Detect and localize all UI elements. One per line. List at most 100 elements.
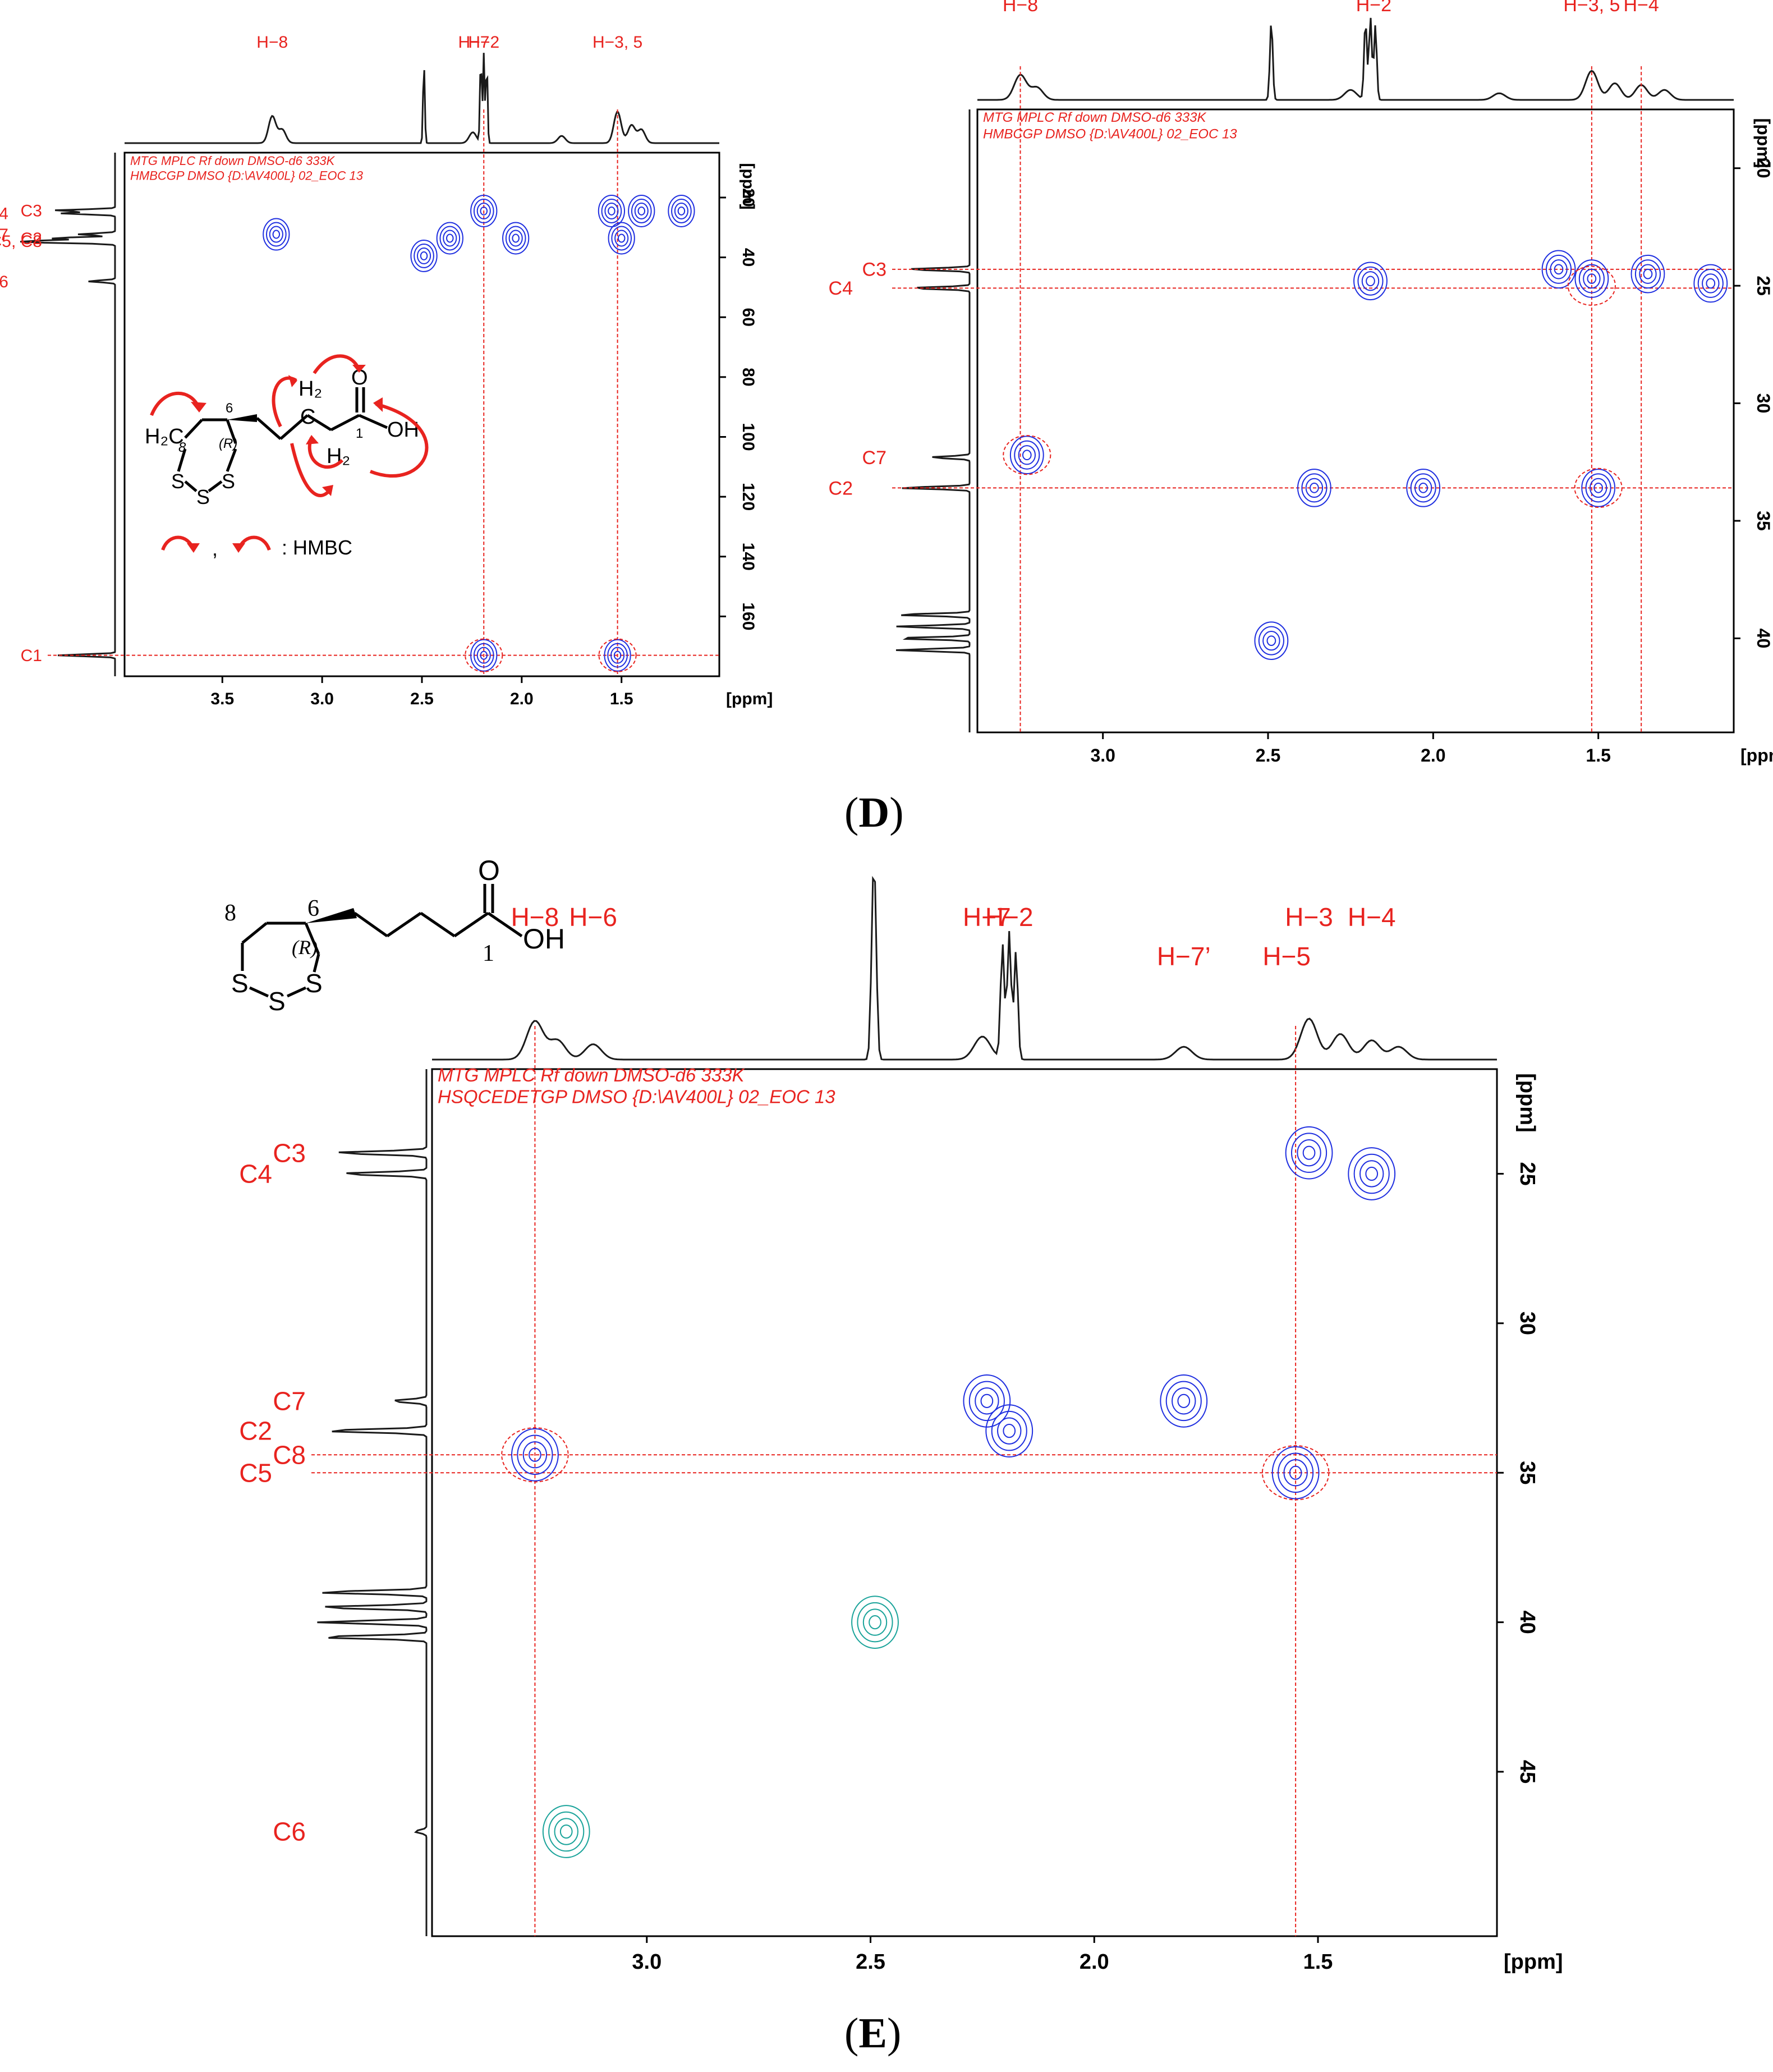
cross-peak bbox=[1009, 436, 1044, 475]
cross-peak bbox=[470, 194, 498, 227]
carbon-label: C4 bbox=[0, 205, 8, 223]
y-tick-label: 40 bbox=[1753, 629, 1773, 649]
contour bbox=[1361, 271, 1380, 291]
y-tick-label: 25 bbox=[1515, 1162, 1539, 1185]
cross-peak bbox=[963, 1374, 1011, 1428]
contour bbox=[677, 206, 686, 216]
struct-c: C bbox=[300, 405, 315, 429]
x-tick-label: 3.5 bbox=[210, 690, 234, 708]
experiment-header: HSQCEDETGP DMSO {D:\AV400L} 02_EOC 13 bbox=[438, 1087, 835, 1107]
y-tick-label: 160 bbox=[739, 602, 757, 630]
proton-label: H−8 bbox=[256, 33, 288, 52]
contour bbox=[436, 222, 463, 255]
contour bbox=[480, 650, 488, 660]
contour bbox=[1366, 276, 1375, 287]
struct-e-s2: S bbox=[268, 987, 286, 1016]
proton-label: H−4 bbox=[1624, 0, 1659, 16]
contour bbox=[1406, 469, 1441, 507]
x-axis-label: [ppm] bbox=[726, 690, 773, 708]
carbon-label: C1 bbox=[21, 647, 42, 665]
plot-frame bbox=[976, 108, 1735, 734]
contour bbox=[851, 1596, 899, 1649]
cross-peak bbox=[628, 194, 655, 227]
carbon-label: C7 bbox=[0, 226, 8, 244]
experiment-header: MTG MPLC Rf down DMSO-d6 333K bbox=[983, 110, 1206, 125]
contour bbox=[611, 226, 632, 251]
struct-label-r: (R) bbox=[219, 436, 237, 451]
cross-peak bbox=[1630, 254, 1665, 294]
contour bbox=[1418, 483, 1428, 493]
highlight-circle bbox=[1261, 1445, 1330, 1501]
proton-label: H−4 bbox=[1348, 902, 1396, 932]
carbon-label: C4 bbox=[829, 278, 853, 299]
struct-e-o: O bbox=[478, 855, 500, 886]
contour bbox=[1578, 264, 1605, 294]
cross-peak bbox=[410, 239, 438, 272]
x-tick-label: 2.5 bbox=[410, 690, 434, 708]
cross-peak bbox=[502, 222, 530, 255]
struct-s2: S bbox=[196, 485, 210, 508]
contour bbox=[604, 202, 619, 219]
contour bbox=[997, 1417, 1022, 1445]
x-tick-label: 1.5 bbox=[610, 690, 633, 708]
contour bbox=[522, 1441, 548, 1469]
contour bbox=[512, 233, 520, 243]
contour bbox=[608, 206, 616, 216]
carbon-label: C5 bbox=[239, 1458, 272, 1487]
carbon-label: C6 bbox=[0, 273, 8, 291]
carbon-spectrum bbox=[317, 1069, 428, 1936]
highlight-circle bbox=[501, 1427, 569, 1483]
contour bbox=[554, 1818, 578, 1845]
contour bbox=[1172, 1387, 1196, 1415]
contour bbox=[473, 643, 494, 668]
y-tick-label: 30 bbox=[1515, 1312, 1539, 1335]
x-tick-label: 3.0 bbox=[310, 690, 334, 708]
contour bbox=[1022, 450, 1032, 461]
struct-e-s1: S bbox=[231, 969, 249, 998]
struct-e-1: 1 bbox=[483, 941, 494, 966]
struct-s1: S bbox=[171, 470, 185, 493]
contour bbox=[511, 1428, 559, 1482]
cross-peak bbox=[263, 218, 290, 251]
contour bbox=[269, 226, 283, 243]
contour bbox=[631, 198, 652, 223]
contour bbox=[1643, 268, 1653, 279]
y-tick-label: 25 bbox=[1753, 276, 1773, 296]
proton-label: H−8 bbox=[511, 902, 559, 932]
contour bbox=[1634, 259, 1661, 289]
contour bbox=[470, 194, 498, 227]
experiment-header: MTG MPLC Rf down DMSO-d6 333K bbox=[130, 154, 336, 168]
carbon-label: C2 bbox=[829, 478, 853, 499]
carbon-label: C2 bbox=[239, 1417, 272, 1446]
y-tick-label: 140 bbox=[739, 543, 757, 571]
highlight-circle bbox=[598, 638, 637, 672]
contour bbox=[480, 206, 488, 216]
struct-e-s3: S bbox=[305, 969, 323, 998]
y-tick-label: 45 bbox=[1515, 1760, 1539, 1784]
contour bbox=[634, 202, 649, 219]
x-axis-label: [ppm] bbox=[1740, 745, 1773, 765]
contour bbox=[476, 202, 491, 219]
contour bbox=[1589, 478, 1607, 498]
y-tick-label: 40 bbox=[1515, 1610, 1539, 1634]
y-tick-label: 20 bbox=[1753, 158, 1773, 178]
experiment-header: HMBCGP DMSO {D:\AV400L} 02_EOC 13 bbox=[130, 169, 364, 183]
panel-label-d: (D) bbox=[844, 789, 904, 836]
contour bbox=[470, 639, 498, 672]
structure-hmbc: H₂C 8 6 (R) C 1 O OH H₂ H₂ S S S bbox=[145, 354, 429, 560]
contour bbox=[476, 647, 491, 664]
proton-label: H−2 bbox=[468, 33, 499, 52]
contour bbox=[1545, 254, 1572, 284]
proton-label: H−3, 5 bbox=[592, 33, 642, 52]
contour bbox=[617, 233, 626, 243]
contour bbox=[548, 1811, 585, 1852]
structure-hsqc: 8 6 (R) 1 O OH S S S bbox=[224, 855, 565, 1016]
contour bbox=[968, 1381, 1005, 1422]
contour bbox=[1302, 1145, 1316, 1160]
contour bbox=[674, 202, 688, 219]
cross-peak bbox=[1271, 1446, 1320, 1500]
proton-spectrum bbox=[977, 17, 1734, 101]
contour bbox=[1278, 1452, 1314, 1493]
contour bbox=[1697, 268, 1724, 298]
